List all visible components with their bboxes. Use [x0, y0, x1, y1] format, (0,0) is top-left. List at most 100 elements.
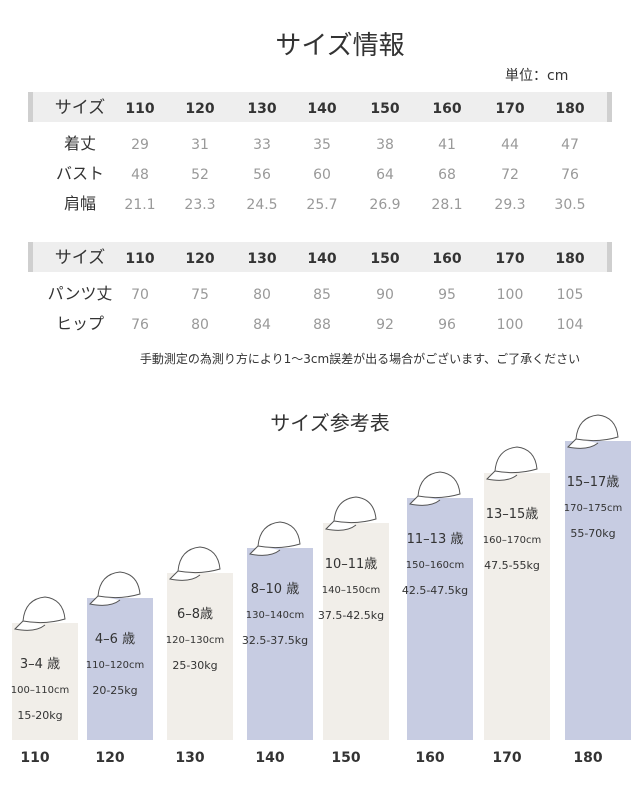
header-cell: 160 — [432, 251, 461, 267]
height-range: 160–170cm — [483, 535, 541, 546]
header-cell: 130 — [247, 101, 276, 117]
height-range: 170–175cm — [564, 503, 622, 514]
size-label: 150 — [331, 750, 360, 766]
cell: 60 — [313, 167, 331, 183]
cell: 85 — [313, 287, 331, 303]
cap-icon — [13, 596, 66, 631]
cell: 70 — [131, 287, 149, 303]
cell: 30.5 — [554, 197, 585, 213]
cell: バスト — [56, 164, 104, 183]
height-range: 150–160cm — [406, 560, 464, 571]
cell: 38 — [376, 137, 394, 153]
header-cell: 120 — [185, 251, 214, 267]
size-bar — [565, 441, 631, 740]
size-label: 180 — [573, 750, 602, 766]
size-bar — [87, 598, 153, 740]
cell: 28.1 — [431, 197, 462, 213]
size-label: 120 — [95, 750, 124, 766]
size-label: 170 — [492, 750, 521, 766]
size-bar — [247, 548, 313, 740]
cell: 41 — [438, 137, 456, 153]
header-cell: 110 — [125, 251, 154, 267]
age: 6–8歳 — [177, 607, 213, 622]
weight-range: 20-25kg — [92, 684, 137, 697]
age: 3–4 歳 — [20, 657, 60, 672]
band-end — [28, 242, 33, 272]
age: 4–6 歳 — [95, 632, 135, 647]
unit: 単位：cm — [505, 68, 568, 84]
cell: 23.3 — [184, 197, 215, 213]
height-range: 130–140cm — [246, 610, 304, 621]
age: 11–13 歳 — [407, 532, 464, 547]
header-cell: 110 — [125, 101, 154, 117]
header-cell: 180 — [555, 101, 584, 117]
weight-range: 15-20kg — [17, 709, 62, 722]
size-bar — [167, 573, 233, 740]
cell: 76 — [131, 317, 149, 333]
cell: 100 — [497, 317, 524, 333]
note: 手動測定の為測り方により1～3cm誤差が出る場合がございます、ご了承ください — [140, 351, 580, 366]
cell: 95 — [438, 287, 456, 303]
band-end — [607, 242, 612, 272]
height-range: 110–120cm — [86, 660, 144, 671]
cell: 56 — [253, 167, 271, 183]
height-range: 100–110cm — [11, 685, 69, 696]
band-end — [607, 92, 612, 122]
size-label: 140 — [255, 750, 284, 766]
size-label: 110 — [20, 750, 49, 766]
cap-icon — [566, 414, 619, 449]
cell: 96 — [438, 317, 456, 333]
header-cell: 120 — [185, 101, 214, 117]
cell: 33 — [253, 137, 271, 153]
cell: 26.9 — [369, 197, 400, 213]
header-cell: 180 — [555, 251, 584, 267]
cell: 25.7 — [306, 197, 337, 213]
cell: 105 — [557, 287, 584, 303]
size-bar — [407, 498, 473, 740]
cell: 47 — [561, 137, 579, 153]
cell: 29.3 — [494, 197, 525, 213]
cell: 80 — [253, 287, 271, 303]
header-band — [28, 92, 612, 122]
header-cell: 130 — [247, 251, 276, 267]
age: 15–17歳 — [567, 475, 620, 490]
cell: 35 — [313, 137, 331, 153]
header-cell: 140 — [307, 101, 336, 117]
cell: 88 — [313, 317, 331, 333]
cell: 72 — [501, 167, 519, 183]
header-cell: 150 — [370, 101, 399, 117]
size-bar — [484, 473, 550, 740]
cell: 肩幅 — [64, 194, 96, 213]
header-cell: 170 — [495, 251, 524, 267]
height-range: 140–150cm — [322, 585, 380, 596]
cell: 29 — [131, 137, 149, 153]
title: サイズ情報 — [275, 31, 404, 61]
cell: 84 — [253, 317, 271, 333]
cell: 31 — [191, 137, 209, 153]
age: 8–10 歳 — [251, 582, 299, 597]
header-cell: 170 — [495, 101, 524, 117]
header-cell: 140 — [307, 251, 336, 267]
cell: 着丈 — [64, 134, 96, 153]
cell: 68 — [438, 167, 456, 183]
cap-icon — [248, 521, 301, 556]
cap-icon — [324, 496, 377, 531]
cap-icon — [408, 471, 461, 506]
weight-range: 55-70kg — [570, 527, 615, 540]
size-label: 130 — [175, 750, 204, 766]
cell: 44 — [501, 137, 519, 153]
cap-icon — [88, 571, 141, 606]
height-range: 120–130cm — [166, 635, 224, 646]
weight-range: 37.5-42.5kg — [318, 609, 384, 622]
reference-title: サイズ参考表 — [270, 411, 389, 435]
band-end — [28, 92, 33, 122]
cell: 64 — [376, 167, 394, 183]
header-cell: サイズ — [55, 98, 106, 118]
cell: 24.5 — [246, 197, 277, 213]
cell: パンツ丈 — [48, 284, 113, 303]
cell: 48 — [131, 167, 149, 183]
header-band — [28, 242, 612, 272]
header-cell: 150 — [370, 251, 399, 267]
cell: 52 — [191, 167, 209, 183]
